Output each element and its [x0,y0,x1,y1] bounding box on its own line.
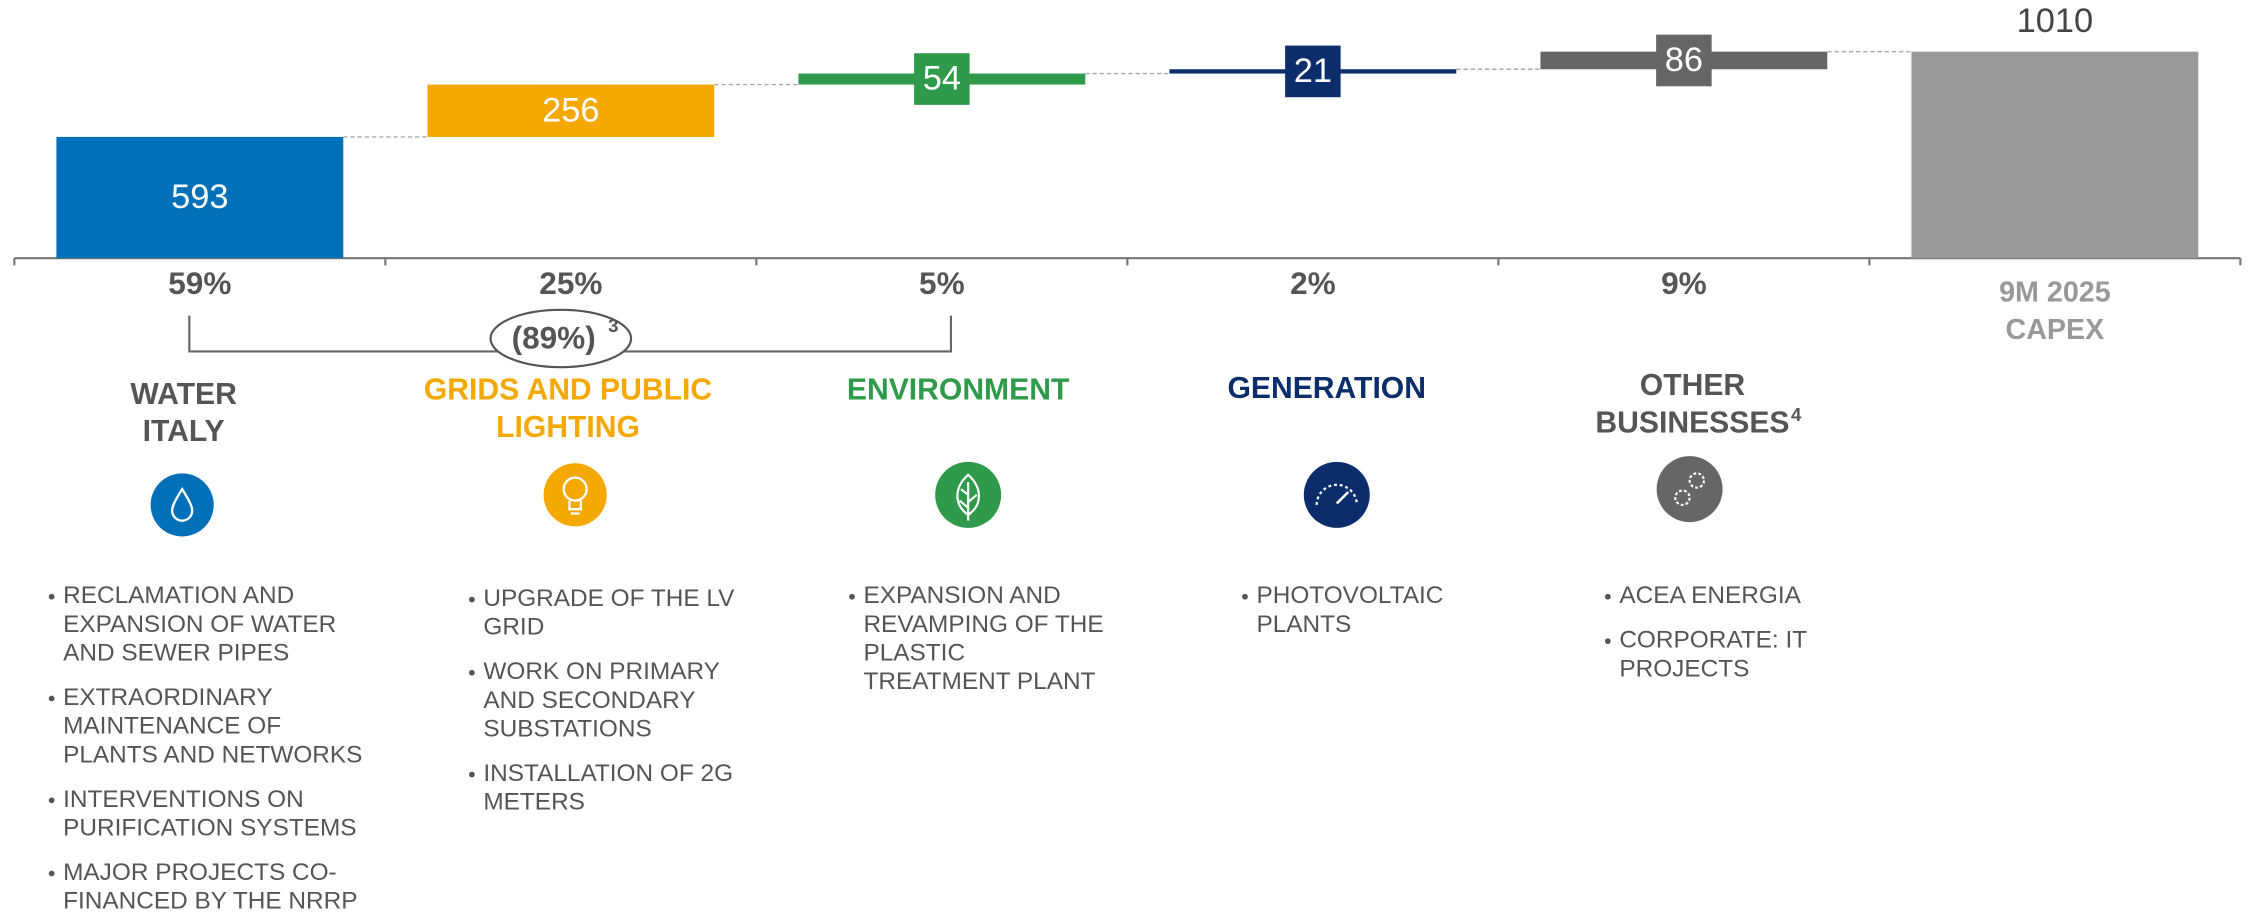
bullet [849,593,855,600]
value-box [1285,45,1341,98]
bar [56,136,344,259]
category-label: LIGHTING [496,411,640,444]
detail-text: AND SEWER PIPES [63,640,289,667]
category-label: BUSINESSES [1595,407,1789,440]
detail-text: TREATMENT PLANT [863,668,1095,695]
icon-water [150,473,214,537]
bar [1911,51,2199,259]
detail-text: PURIFICATION SYSTEMS [63,814,356,841]
detail-text: PLANTS [1256,611,1351,638]
bullet [469,771,475,778]
bracket-label: (89%) [512,319,596,355]
icon-grids [543,463,607,527]
detail-text: REVAMPING OF THE [863,611,1103,638]
detail-text: INSTALLATION OF 2G [483,760,733,787]
bracket-note: 3 [608,315,618,336]
bullet [469,669,475,676]
category-label: OTHER [1640,369,1746,402]
bracket-ellipse [489,308,633,369]
detail-text: PROJECTS [1619,655,1749,682]
detail-text: MAJOR PROJECTS CO- [63,859,337,886]
icon-generation [1303,461,1370,528]
share-label: 2% [1290,265,1336,301]
detail-text: WORK ON PRIMARY [483,658,720,685]
share-label: 9% [1661,265,1707,301]
value-label: 1010 [2017,2,2094,40]
share-label: 25% [539,265,602,301]
category-note: 4 [1791,404,1802,425]
value-label: 86 [1665,41,1703,79]
detail-text: PLANTS AND NETWORKS [63,741,362,768]
bullet [48,593,55,600]
share-label: 59% [168,265,231,301]
category-label: GENERATION [1227,372,1426,405]
detail-text: MAINTENANCE OF [63,713,281,740]
bullet [48,695,55,702]
bullet [1242,593,1248,600]
bullet [48,870,55,877]
value-label: 593 [171,178,228,216]
detail-text: SUBSTATIONS [483,716,651,743]
detail-text: PHOTOVOLTAIC [1256,582,1443,609]
icon-other [1656,456,1723,523]
bullet [1604,638,1611,645]
detail-text: UPGRADE OF THE LV [483,585,735,612]
category-label: ITALY [143,415,225,448]
category-label: GRIDS AND PUBLIC [424,374,712,407]
detail-text: FINANCED BY THE NRRP [63,888,357,915]
detail-text: INTERVENTIONS ON [63,786,304,813]
detail-text: PLASTIC [863,640,965,667]
detail-text: EXPANSION OF WATER [63,611,336,638]
detail-text: CORPORATE: IT [1619,627,1807,654]
detail-text: ACEA ENERGIA [1619,582,1801,609]
detail-text: EXTRAORDINARY [63,684,272,711]
bullet [1604,593,1611,600]
category-label: WATER [130,378,237,411]
detail-text: AND SECONDARY [483,687,695,714]
bullet [48,797,55,804]
value-box [914,53,970,105]
value-box [533,84,609,137]
category-label: ENVIRONMENT [847,374,1070,407]
detail-text: EXPANSION AND [863,582,1060,609]
value-box [1656,34,1712,87]
detail-text: GRID [483,614,544,641]
detail-text: RECLAMATION AND [63,582,294,609]
bullet [469,596,475,603]
category-label: CAPEX [2005,314,2104,346]
value-label: 54 [923,60,961,98]
value-label: 21 [1294,52,1332,90]
detail-text: METERS [483,789,585,816]
category-label: 9M 2025 [1999,277,2111,309]
value-label: 256 [542,91,599,129]
share-label: 5% [919,265,965,301]
icon-environment [935,461,1002,528]
